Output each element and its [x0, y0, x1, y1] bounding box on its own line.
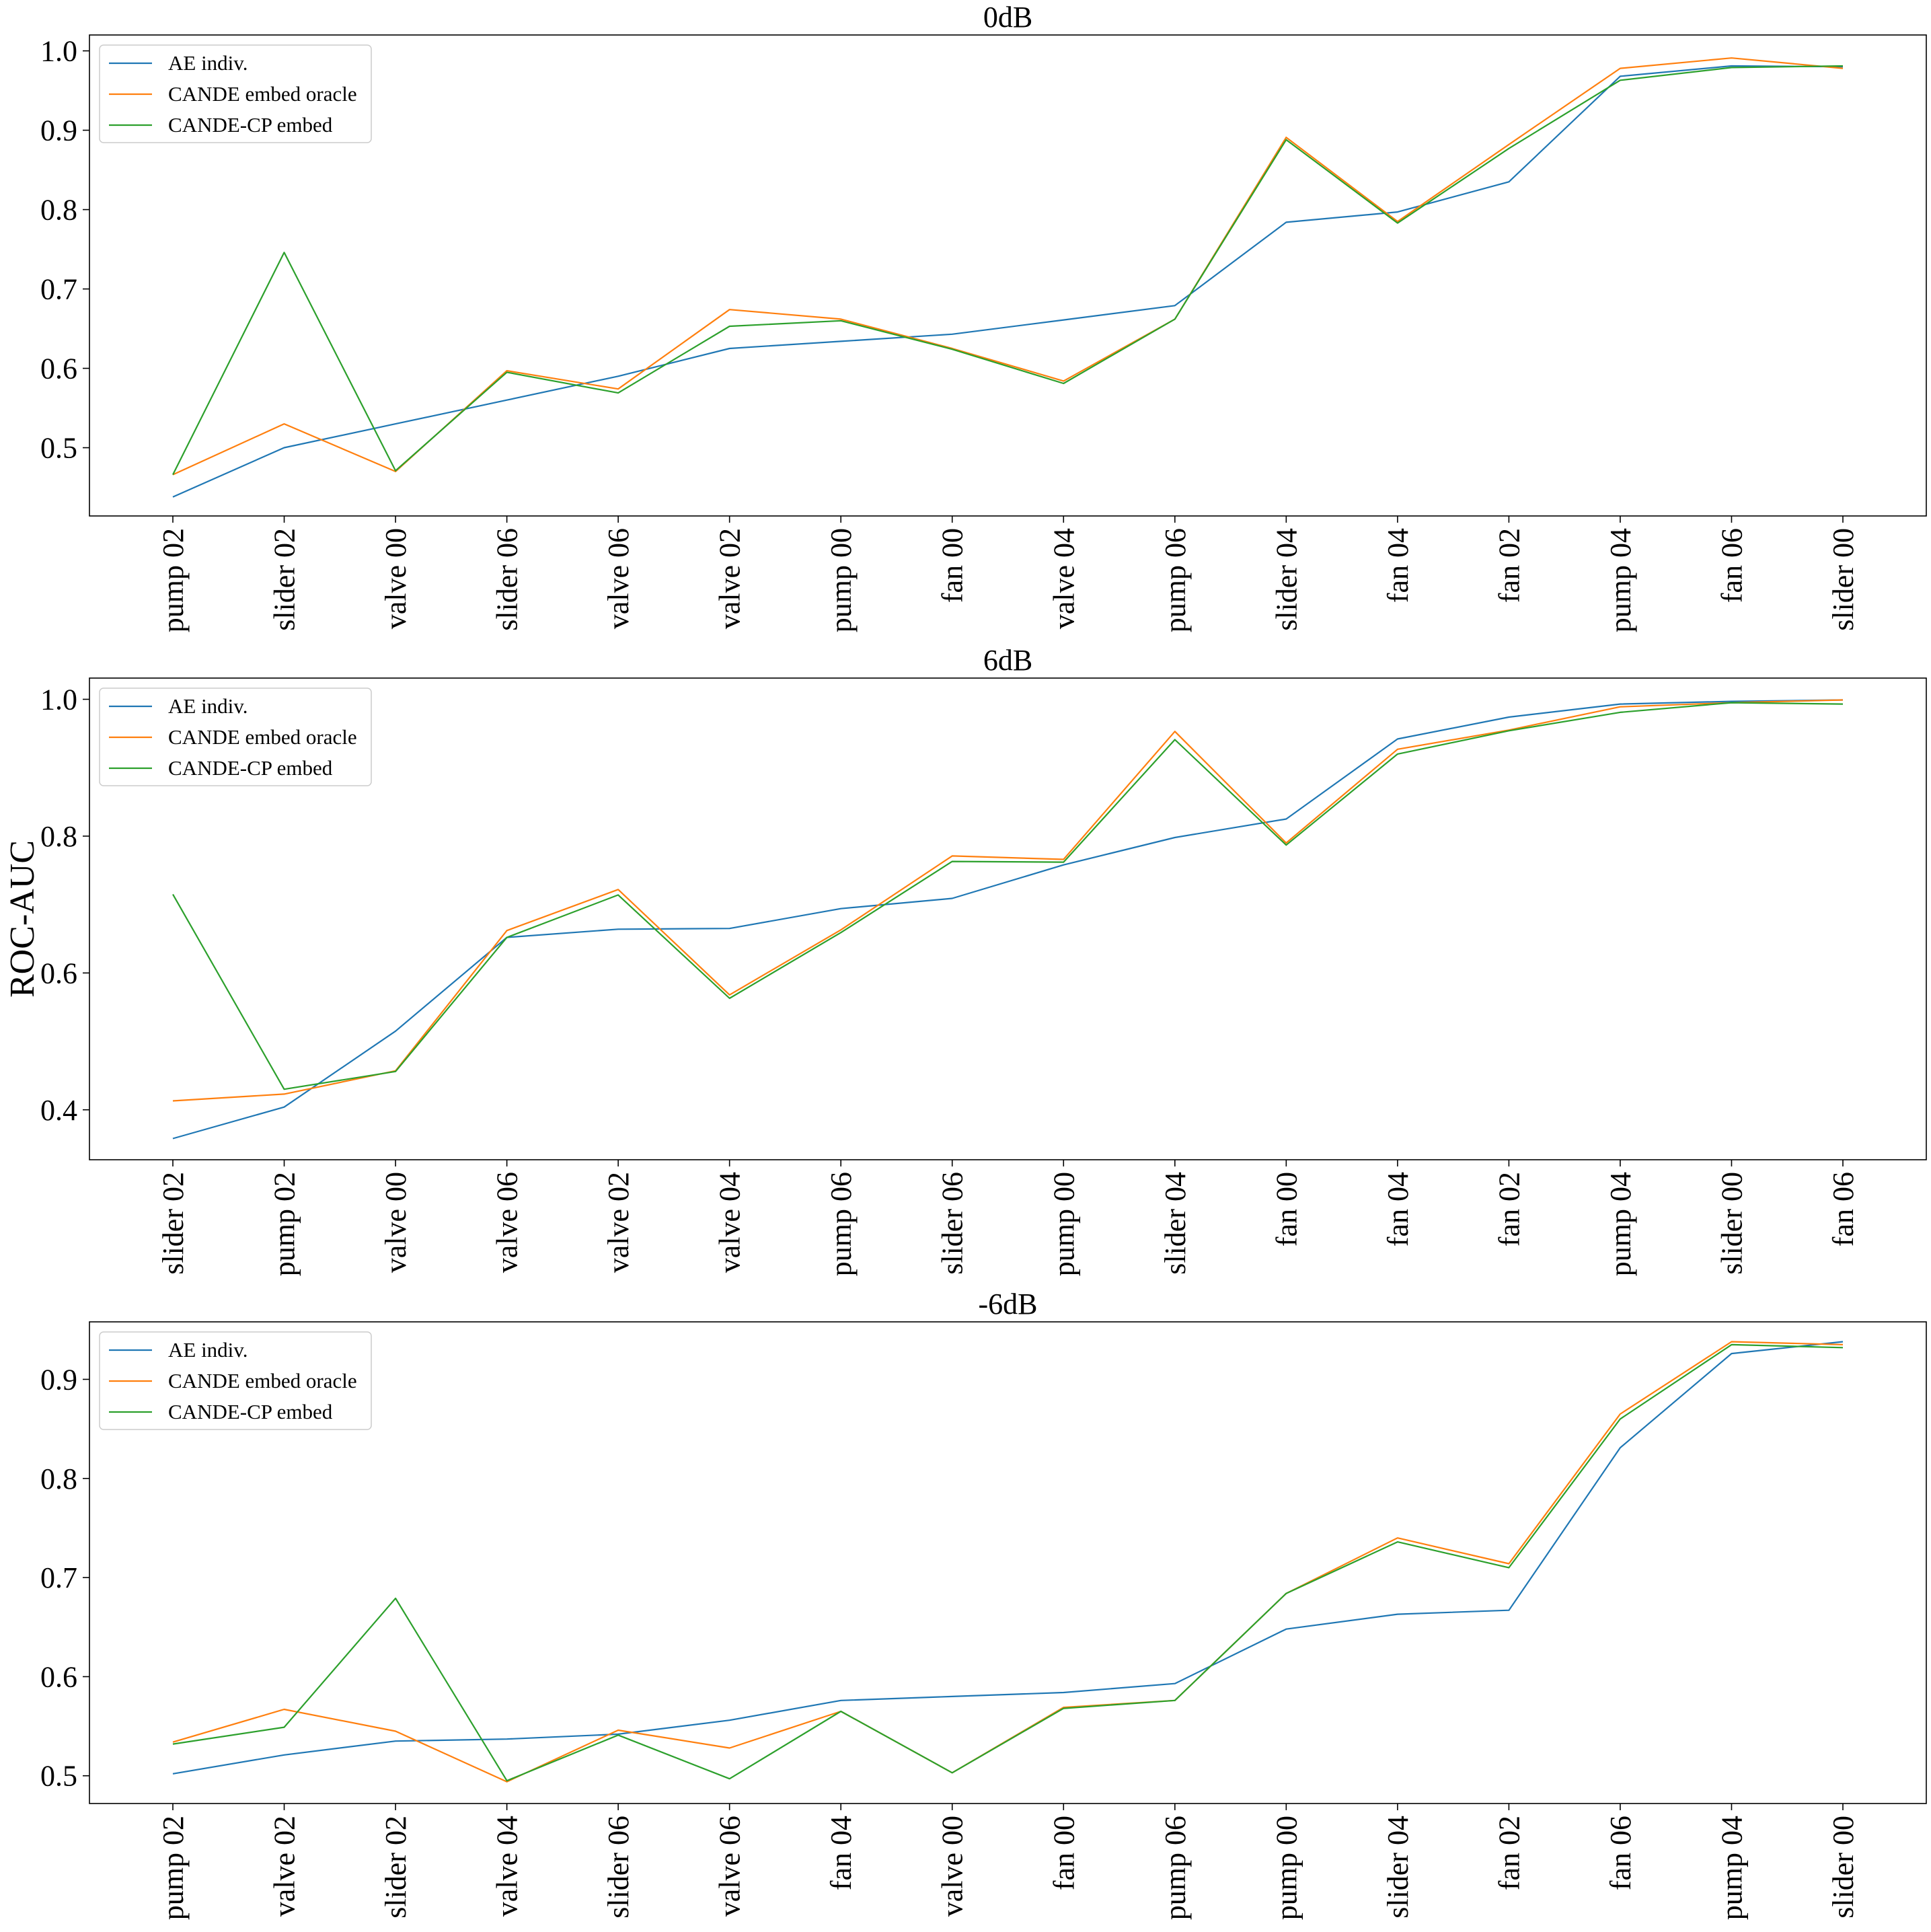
- series-line-cande-embed-oracle: [172, 57, 1844, 476]
- legend-box: [99, 1331, 372, 1430]
- x-tick-label: valve 02: [602, 1172, 635, 1273]
- x-tick-label: fan 06: [1604, 1816, 1637, 1890]
- x-tick-label: slider 02: [268, 528, 301, 631]
- x-tick-label: fan 06: [1827, 1172, 1860, 1247]
- x-tick-label: fan 00: [1047, 1816, 1080, 1890]
- x-tick-label: pump 06: [1159, 528, 1192, 632]
- legend-label: AE indiv.: [168, 694, 248, 718]
- y-tick-label: 0.8: [40, 194, 77, 227]
- y-tick-label: 0.5: [40, 1760, 77, 1793]
- axes-frame: [89, 1321, 1927, 1804]
- legend-label: AE indiv.: [168, 51, 248, 75]
- subplot-2: 6dB 0.4 0.6 0.8 1.0 slider 02 pump 02 valve 00 v…: [3, 644, 1927, 1276]
- axes-frame: [89, 34, 1927, 517]
- legend: AE indiv. CANDE embed oracle CANDE-CP embe…: [99, 1331, 372, 1430]
- y-tick-label: 0.9: [40, 114, 77, 147]
- subplot-title: -6dB: [979, 1288, 1038, 1321]
- x-tick-label: slider 06: [602, 1816, 635, 1919]
- legend-label: CANDE embed oracle: [168, 82, 357, 106]
- series-line-cande-cp-embed: [172, 65, 1844, 476]
- x-tick-label: valve 00: [379, 1172, 412, 1273]
- x-tick-label: fan 04: [1381, 1172, 1414, 1247]
- x-tick-label: pump 04: [1604, 528, 1637, 632]
- y-tick-label: 0.5: [40, 432, 77, 465]
- subplot-title: 6dB: [983, 644, 1032, 677]
- legend-label: CANDE-CP embed: [168, 1400, 333, 1423]
- x-tick-label: valve 06: [602, 528, 635, 629]
- series-line-cande-cp-embed: [172, 1343, 1844, 1782]
- x-tick-label: pump 00: [825, 528, 858, 632]
- x-tick-label: slider 04: [1381, 1816, 1414, 1919]
- x-tick-label: slider 06: [936, 1172, 969, 1275]
- x-tick-label: slider 06: [491, 528, 524, 631]
- x-tick-label: pump 00: [1047, 1172, 1080, 1276]
- series-line-cande-embed-oracle: [172, 699, 1844, 1102]
- legend-label: CANDE embed oracle: [168, 1369, 357, 1392]
- y-tick-label: 1.0: [40, 35, 77, 68]
- legend-label: CANDE-CP embed: [168, 756, 333, 780]
- y-axis-label: ROC-AUC: [3, 840, 42, 998]
- x-tick-label: pump 04: [1715, 1816, 1748, 1920]
- x-tick-label: slider 00: [1827, 528, 1860, 631]
- x-tick-label: pump 02: [268, 1172, 301, 1276]
- x-tick-label: slider 00: [1827, 1816, 1860, 1919]
- x-tick-label: slider 02: [157, 1172, 190, 1275]
- y-tick-label: 1.0: [40, 683, 77, 716]
- legend: AE indiv. CANDE embed oracle CANDE-CP embe…: [99, 44, 372, 143]
- x-tick-label: valve 06: [491, 1172, 524, 1273]
- x-tick-label: slider 04: [1270, 528, 1303, 631]
- y-tick-label: 0.7: [40, 273, 77, 306]
- x-tick-label: slider 02: [379, 1816, 412, 1919]
- axes-frame: [89, 677, 1927, 1160]
- y-tick-label: 0.8: [40, 1462, 77, 1495]
- series-line-ae-indiv-: [172, 699, 1844, 1140]
- x-tick-label: valve 00: [379, 528, 412, 629]
- x-tick-label: fan 02: [1492, 1816, 1525, 1890]
- legend-label: CANDE embed oracle: [168, 725, 357, 749]
- x-tick-label: pump 02: [157, 1816, 190, 1920]
- legend-label: AE indiv.: [168, 1338, 248, 1362]
- y-tick-label: 0.6: [40, 957, 77, 990]
- x-tick-label: fan 04: [825, 1816, 858, 1890]
- legend-box: [99, 688, 372, 786]
- y-tick-label: 0.8: [40, 820, 77, 853]
- subplot-title: 0dB: [983, 1, 1032, 34]
- x-tick-label: fan 00: [936, 528, 969, 603]
- x-tick-label: fan 06: [1715, 528, 1748, 603]
- x-tick-label: pump 04: [1604, 1172, 1637, 1276]
- y-tick-label: 0.9: [40, 1363, 77, 1396]
- y-tick-label: 0.4: [40, 1094, 77, 1127]
- series-line-ae-indiv-: [172, 1341, 1844, 1775]
- x-tick-label: slider 04: [1159, 1172, 1192, 1275]
- x-tick-label: fan 04: [1381, 528, 1414, 603]
- subplot-1: 0dB 0.5 0.6 0.7 0.8 0.9 1.0 pump 02 slider 02 val…: [40, 1, 1927, 632]
- legend: AE indiv. CANDE embed oracle CANDE-CP embe…: [99, 688, 372, 786]
- series-line-cande-embed-oracle: [172, 1341, 1844, 1783]
- x-tick-label: pump 06: [825, 1172, 858, 1276]
- legend-label: CANDE-CP embed: [168, 113, 333, 137]
- x-tick-label: valve 04: [491, 1816, 524, 1917]
- legend-box: [99, 44, 372, 143]
- x-tick-label: slider 00: [1715, 1172, 1748, 1275]
- x-tick-label: valve 00: [936, 1816, 969, 1917]
- x-tick-label: fan 02: [1492, 528, 1525, 603]
- x-tick-label: valve 02: [268, 1816, 301, 1917]
- subplot-3: -6dB 0.5 0.6 0.7 0.8 0.9 pump 02 valve 02 slider…: [40, 1288, 1927, 1920]
- x-tick-label: valve 02: [714, 528, 747, 629]
- x-tick-label: fan 02: [1492, 1172, 1525, 1247]
- x-tick-label: valve 04: [714, 1172, 747, 1273]
- x-tick-label: pump 00: [1270, 1816, 1303, 1920]
- y-tick-label: 0.6: [40, 1660, 77, 1693]
- y-tick-label: 0.6: [40, 352, 77, 385]
- x-tick-label: valve 06: [714, 1816, 747, 1917]
- x-tick-label: pump 06: [1159, 1816, 1192, 1920]
- x-tick-label: pump 02: [157, 528, 190, 632]
- series-line-ae-indiv-: [172, 65, 1844, 498]
- x-tick-label: valve 04: [1047, 528, 1080, 629]
- x-tick-label: fan 00: [1270, 1172, 1303, 1247]
- y-tick-label: 0.7: [40, 1561, 77, 1594]
- series-line-cande-cp-embed: [172, 702, 1844, 1090]
